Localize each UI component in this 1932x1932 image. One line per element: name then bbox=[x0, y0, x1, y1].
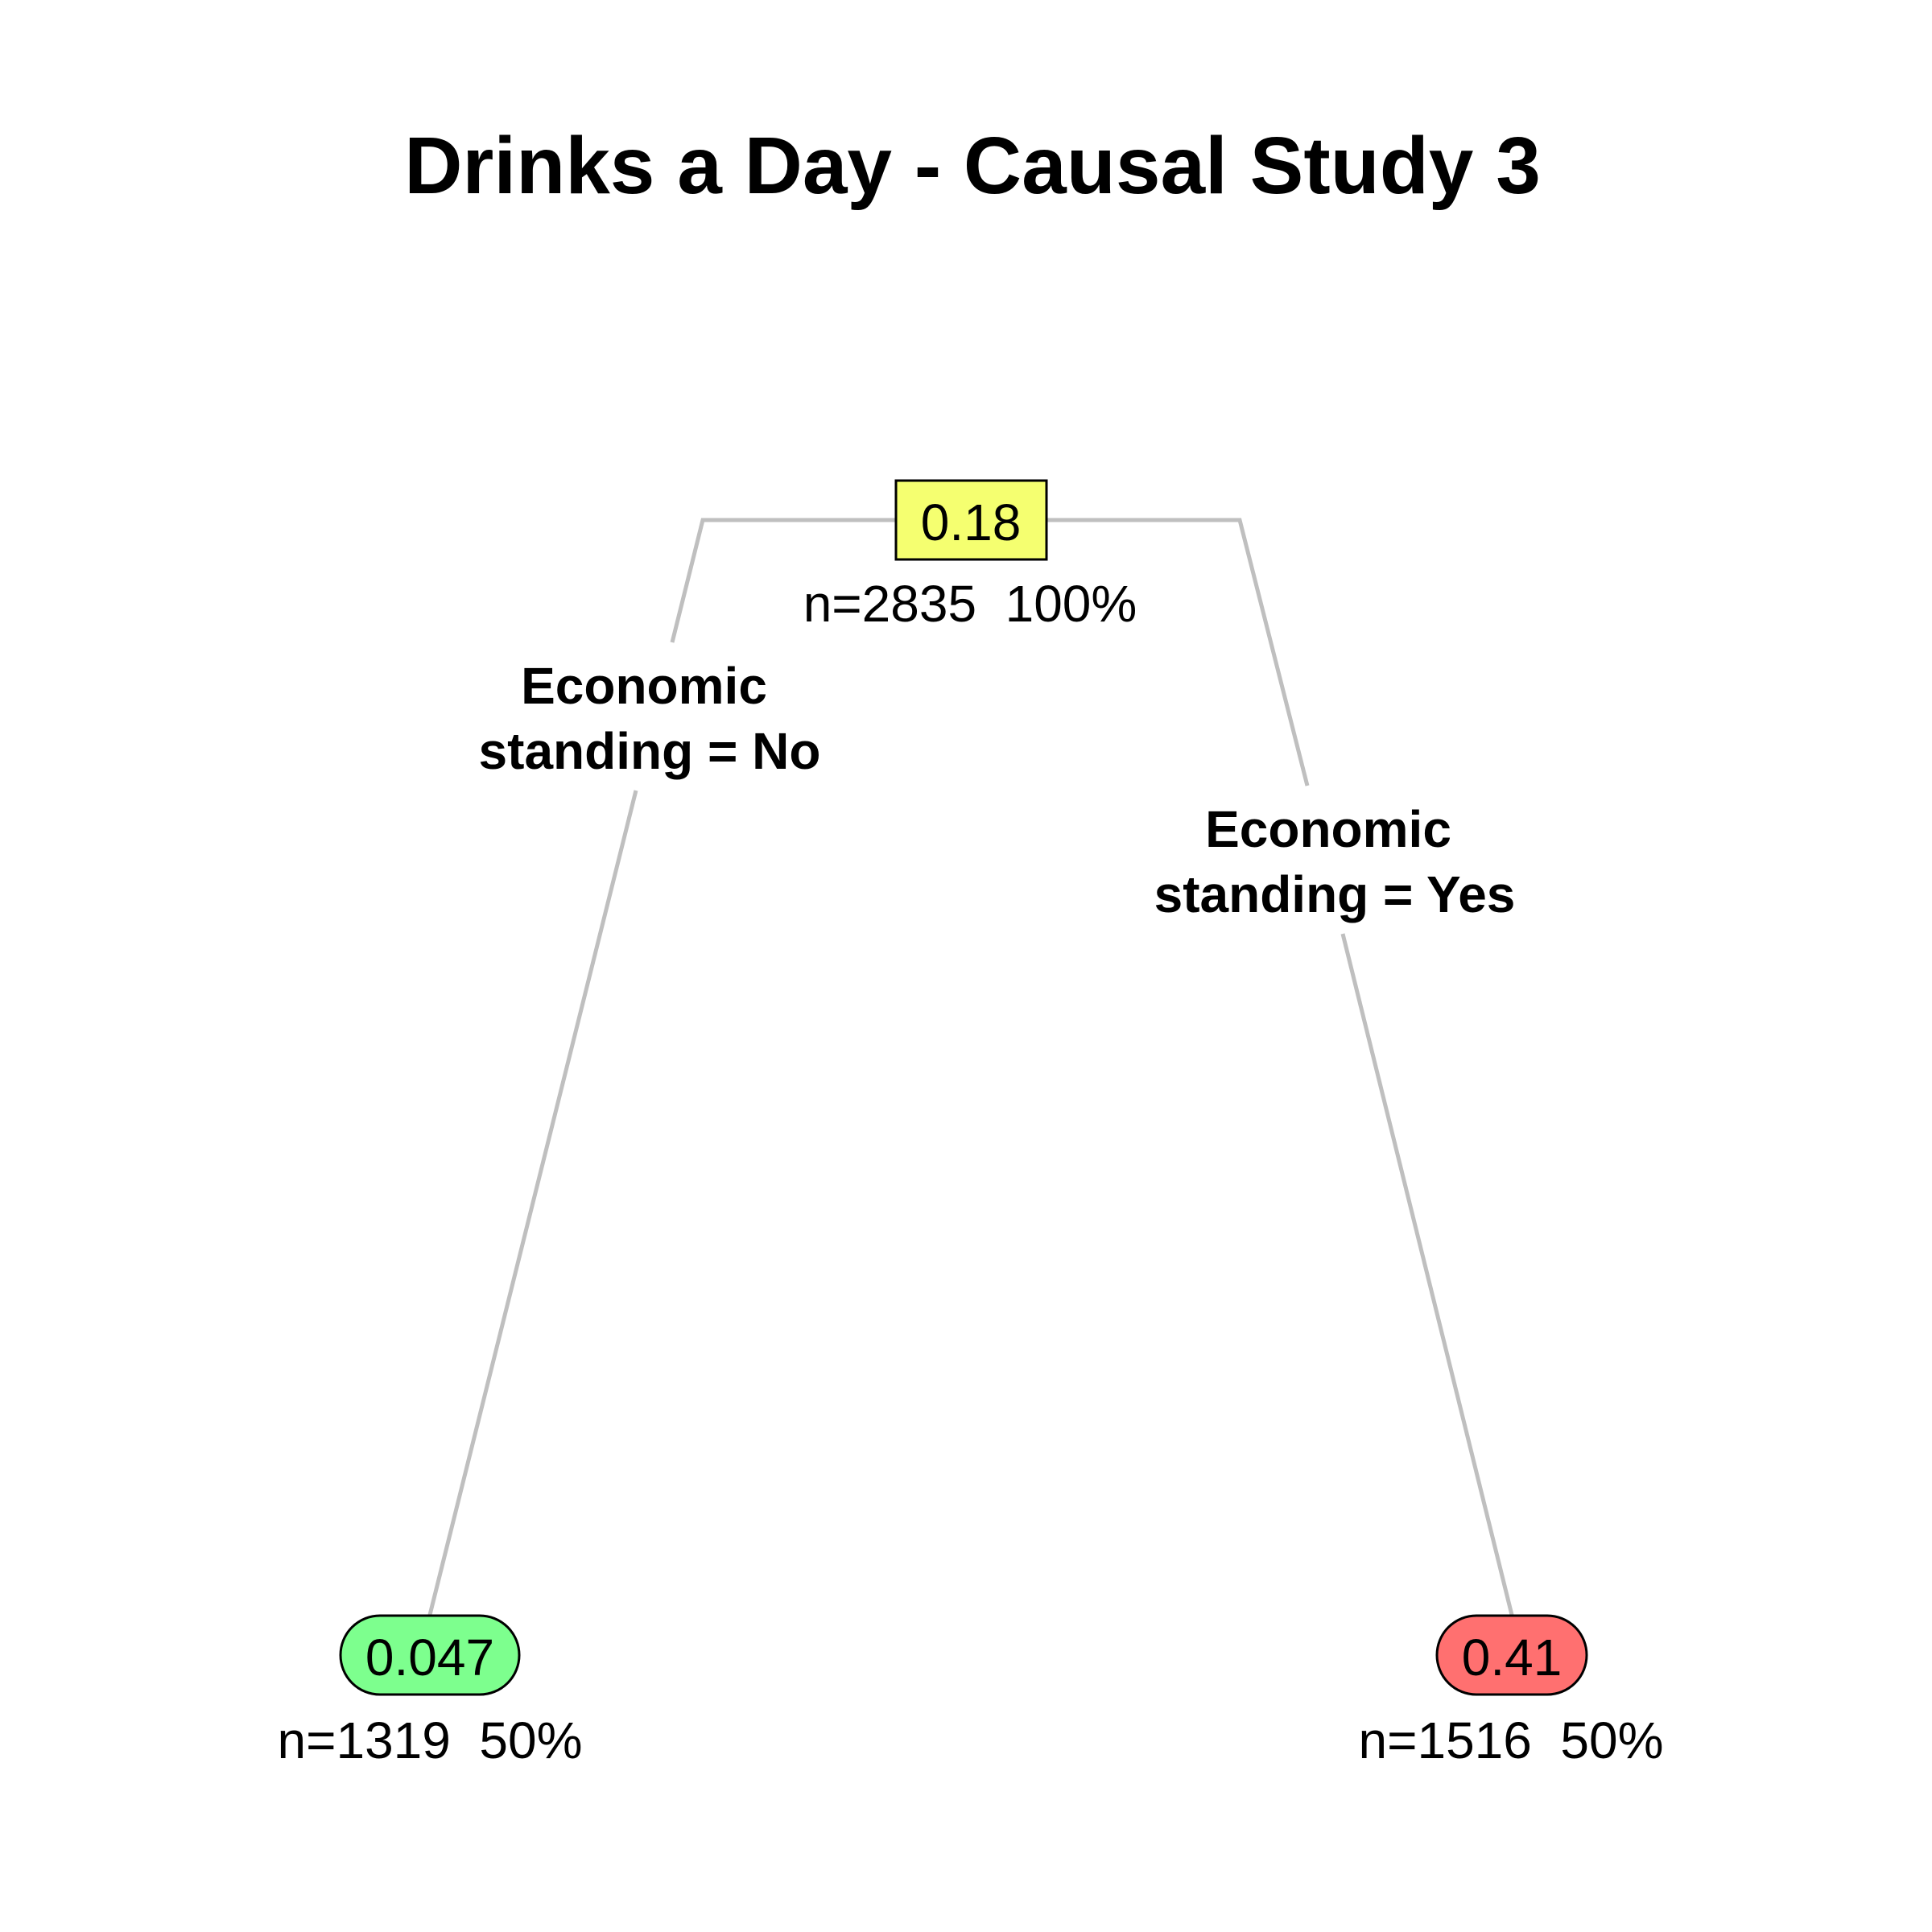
edge-left-lower bbox=[427, 790, 638, 1616]
leaf-node-right-value: 0.41 bbox=[1462, 1629, 1563, 1686]
edge-right-upper bbox=[1046, 518, 1310, 786]
edge-left bbox=[427, 518, 898, 1616]
root-node-count: n=2835 100% bbox=[803, 575, 1137, 633]
split-label-left: Economic standing = No bbox=[479, 657, 821, 780]
leaf-node-left-count: n=1319 50% bbox=[278, 1711, 583, 1769]
figure-title: Drinks a Day - Causal Study 3 bbox=[404, 121, 1541, 211]
split-label-right: Economic standing = Yes bbox=[1154, 800, 1516, 923]
leaf-node-right-box bbox=[1435, 1614, 1588, 1696]
root-node: 0.18 n=2835 100% bbox=[803, 479, 1137, 633]
leaf-node-left-value: 0.047 bbox=[365, 1629, 494, 1686]
root-node-value: 0.18 bbox=[921, 493, 1022, 551]
leaf-node-left: 0.047 n=1319 50% bbox=[278, 1614, 583, 1769]
split-label-left-line2: standing = No bbox=[479, 722, 821, 780]
edge-right bbox=[1046, 518, 1514, 1616]
split-label-right-line2: standing = Yes bbox=[1154, 865, 1516, 923]
split-label-left-line1: Economic bbox=[521, 657, 767, 715]
leaf-node-right-count: n=1516 50% bbox=[1359, 1711, 1664, 1769]
edge-right-lower bbox=[1340, 933, 1514, 1616]
leaf-node-left-box bbox=[339, 1614, 521, 1696]
split-label-right-line1: Economic bbox=[1205, 800, 1451, 858]
leaf-node-right: 0.41 n=1516 50% bbox=[1359, 1614, 1664, 1769]
edge-left-upper bbox=[670, 518, 898, 643]
root-node-box bbox=[894, 479, 1048, 561]
